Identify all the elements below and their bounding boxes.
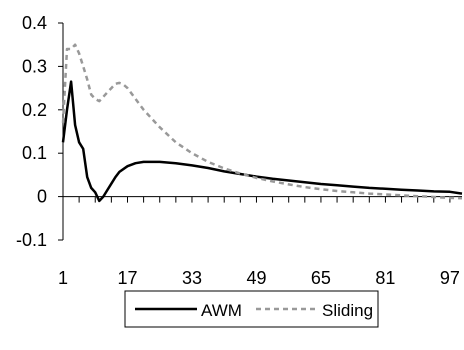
x-axis: 1 17 33 49 65 81 97 (58, 196, 462, 288)
legend: AWM Sliding (124, 290, 379, 328)
series-line-sliding (61, 43, 463, 200)
y-tick-label: -0.1 (16, 230, 47, 250)
x-tick-label: 1 (58, 268, 68, 288)
y-tick-label: 0.2 (22, 100, 47, 120)
x-tick-label: 81 (375, 268, 395, 288)
x-tick-label: 33 (182, 268, 202, 288)
y-axis: -0.1 0 0.1 0.2 0.3 0.4 (16, 13, 64, 250)
x-tick-label: 97 (440, 268, 460, 288)
x-tick-label: 65 (311, 268, 331, 288)
legend-label-awm: AWM (201, 301, 242, 320)
legend-label-sliding: Sliding (322, 301, 373, 320)
series-line-awm (61, 80, 463, 203)
x-tick-label: 17 (117, 268, 137, 288)
y-tick-label: 0.4 (22, 13, 47, 33)
y-tick-label: 0.3 (22, 56, 47, 76)
x-tick-label: 49 (246, 268, 266, 288)
y-tick-label: 0.1 (22, 143, 47, 163)
series-layer (61, 43, 463, 203)
y-tick-label: 0 (37, 187, 47, 207)
